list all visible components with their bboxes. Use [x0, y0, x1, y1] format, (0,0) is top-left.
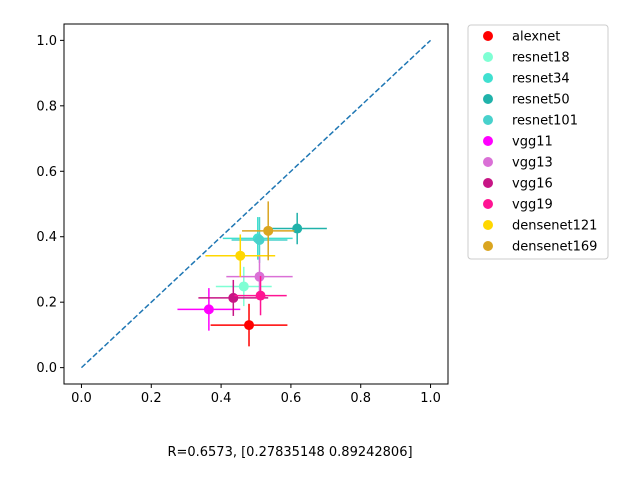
point-vgg19 — [255, 290, 266, 301]
legend-item-vgg11: vgg11 — [483, 135, 553, 150]
point-vgg13 — [254, 271, 265, 282]
point-resnet101 — [254, 235, 265, 245]
legend-label-resnet101: resnet101 — [512, 114, 578, 129]
legend-marker-vgg16 — [483, 178, 493, 188]
x-tick-label: 0.8 — [350, 391, 371, 406]
identity-reference-line — [80, 39, 432, 369]
y-tick-label: 0.6 — [36, 165, 57, 180]
series-vgg19 — [234, 276, 287, 316]
point-vgg16 — [228, 292, 239, 303]
legend-marker-resnet50 — [483, 94, 493, 104]
series-densenet169 — [242, 201, 295, 261]
legend-label-densenet169: densenet169 — [512, 240, 597, 255]
series-vgg11 — [177, 288, 241, 331]
y-tick-label: 0.4 — [36, 230, 57, 245]
legend-marker-resnet18 — [483, 52, 493, 62]
legend-label-densenet121: densenet121 — [512, 219, 597, 234]
point-densenet121 — [235, 250, 246, 261]
x-tick-label: 0.0 — [71, 391, 92, 406]
x-tick-label: 0.2 — [141, 391, 162, 406]
legend-item-densenet121: densenet121 — [483, 219, 597, 234]
legend-label-resnet18: resnet18 — [512, 51, 570, 66]
series-resnet18 — [215, 266, 272, 307]
point-alexnet — [244, 320, 255, 331]
series-resnet50 — [267, 212, 327, 245]
point-densenet169 — [263, 225, 274, 236]
legend-item-vgg16: vgg16 — [483, 177, 553, 192]
x-tick-label: 0.4 — [211, 391, 232, 406]
legend-marker-densenet121 — [483, 220, 493, 230]
legend-marker-densenet169 — [483, 241, 493, 251]
plot-area-frame — [63, 23, 449, 385]
legend-item-vgg19: vgg19 — [483, 198, 553, 213]
legend-label-alexnet: alexnet — [512, 30, 560, 45]
legend-label-resnet50: resnet50 — [512, 93, 570, 108]
legend-label-vgg13: vgg13 — [512, 156, 553, 171]
legend-marker-resnet34 — [483, 73, 493, 83]
chart-marks — [80, 39, 432, 369]
legend-item-resnet18: resnet18 — [483, 51, 570, 66]
series-densenet121 — [205, 234, 276, 277]
y-tick-label: 1.0 — [36, 34, 57, 49]
point-resnet18 — [238, 281, 249, 292]
legend-item-vgg13: vgg13 — [483, 156, 553, 171]
point-vgg11 — [203, 304, 214, 315]
x-tick-label: 0.6 — [281, 391, 302, 406]
y-tick-label: 0.2 — [36, 296, 57, 311]
caption: R=0.6573, [0.27835148 0.89242806] — [167, 445, 412, 460]
legend-frame — [467, 24, 609, 260]
legend-marker-alexnet — [483, 31, 493, 41]
legend-marker-vgg19 — [483, 199, 493, 209]
legend-item-resnet101: resnet101 — [483, 114, 578, 129]
legend-item-alexnet: alexnet — [483, 30, 560, 45]
y-tick-label: 0.8 — [36, 99, 57, 114]
axis-ticks: 0.0 0.2 0.4 0.6 0.8 1.0 0.0 0.2 0.4 0.6 0.8 1.0 — [36, 34, 441, 406]
legend-item-resnet50: resnet50 — [483, 93, 570, 108]
legend-marker-vgg11 — [483, 136, 493, 146]
legend-item-densenet169: densenet169 — [483, 240, 597, 255]
series-alexnet — [210, 303, 288, 347]
legend-marker-resnet101 — [483, 115, 493, 125]
legend-label-vgg19: vgg19 — [512, 198, 553, 213]
legend: alexnet resnet18 resnet34 resnet50 resnet101… — [467, 24, 609, 260]
legend-label-vgg16: vgg16 — [512, 177, 553, 192]
legend-marker-vgg13 — [483, 157, 493, 167]
point-resnet50 — [292, 223, 303, 234]
legend-item-resnet34: resnet34 — [483, 72, 570, 87]
y-tick-label: 0.0 — [36, 361, 57, 376]
x-tick-label: 1.0 — [420, 391, 441, 406]
legend-label-resnet34: resnet34 — [512, 72, 570, 87]
legend-label-vgg11: vgg11 — [512, 135, 553, 150]
